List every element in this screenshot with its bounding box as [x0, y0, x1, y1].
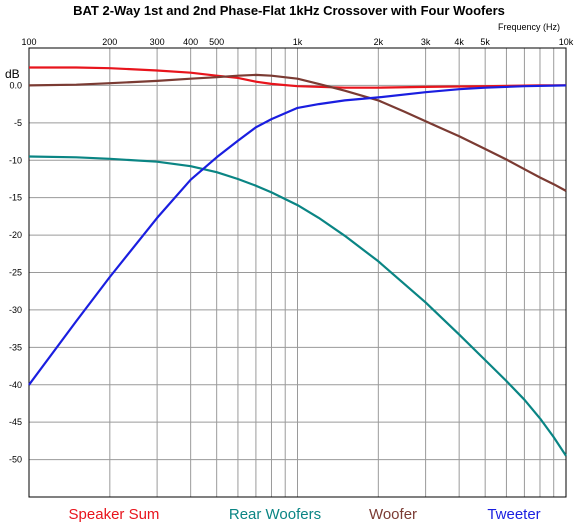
- legend-rear-woofers: Rear Woofers: [229, 506, 321, 523]
- series-lines: [28, 66, 567, 457]
- y-tick-label: -35: [9, 342, 22, 352]
- y-tick-labels: 0.0 -5 -10 -15 -20 -25 -30 -35 -40 -45 -50: [9, 80, 22, 464]
- y-tick-label: -25: [9, 268, 22, 278]
- x-tick-label: 3k: [421, 37, 431, 47]
- series-tweeter-line: [28, 84, 567, 386]
- y-tick-label: -50: [9, 455, 22, 465]
- x-tick-label: 10k: [559, 37, 574, 47]
- series-speaker-sum-line: [29, 66, 566, 89]
- plot-frame: [28, 47, 567, 498]
- x-tick-label: 300: [150, 37, 165, 47]
- y-tick-label: 0.0: [9, 80, 22, 90]
- chart-title: BAT 2-Way 1st and 2nd Phase-Flat 1kHz Cr…: [73, 3, 505, 18]
- grid-lines: [28, 47, 567, 498]
- y-tick-label: -45: [9, 417, 22, 427]
- y-tick-label: -40: [9, 380, 22, 390]
- x-tick-label: 400: [183, 37, 198, 47]
- x-tick-label: 4k: [454, 37, 464, 47]
- y-tick-label: -20: [9, 230, 22, 240]
- series-woofer-line: [28, 73, 567, 192]
- y-tick-label: -15: [9, 193, 22, 203]
- x-tick-labels: 100 200 300 400 500 1k 2k 3k 4k 5k 10k: [21, 37, 573, 47]
- legend-speaker-sum: Speaker Sum: [69, 506, 160, 523]
- legend-tweeter: Tweeter: [487, 506, 540, 523]
- y-tick-label: -30: [9, 305, 22, 315]
- x-tick-label: 100: [21, 37, 36, 47]
- x-tick-label: 5k: [480, 37, 490, 47]
- series-rear-woofers-line: [28, 155, 567, 457]
- legend: Speaker Sum Rear Woofers Woofer Tweeter: [69, 506, 541, 523]
- x-tick-label: 500: [209, 37, 224, 47]
- legend-woofer: Woofer: [369, 506, 417, 523]
- y-tick-label: -5: [14, 118, 22, 128]
- x-tick-label: 1k: [293, 37, 303, 47]
- x-tick-label: 200: [102, 37, 117, 47]
- x-tick-label: 2k: [374, 37, 384, 47]
- y-unit-label: dB: [5, 67, 20, 81]
- y-tick-label: -10: [9, 155, 22, 165]
- x-unit-label: Frequency (Hz): [498, 22, 560, 32]
